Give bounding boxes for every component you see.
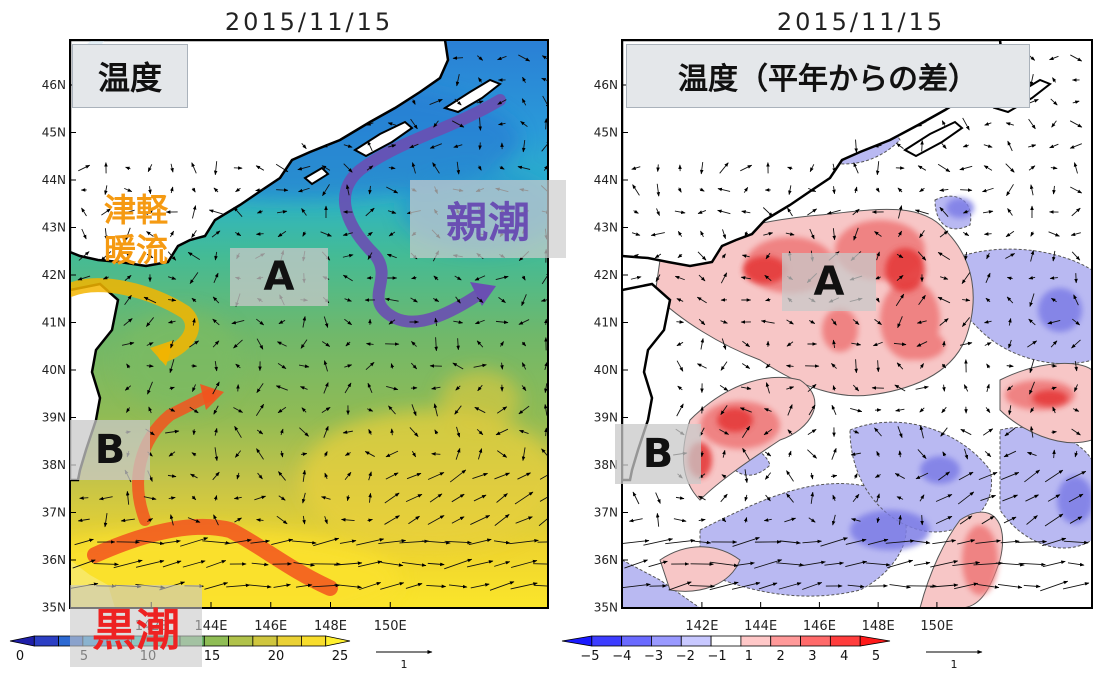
- colorbar-swatch: [741, 636, 771, 646]
- lat-tick-label: 46N: [42, 78, 66, 92]
- left-sst-field: [0, 40, 560, 630]
- lat-tick-label: 40N: [42, 363, 66, 377]
- colorbar-tick-label: −3: [644, 649, 663, 664]
- colorbar-swatch: [651, 636, 681, 646]
- colorbar-tick-label: 2: [777, 649, 785, 664]
- tsugaru-current-label: 津軽 暖流: [88, 188, 184, 272]
- colorbar-swatch: [253, 636, 277, 646]
- lat-tick-label: 46N: [594, 78, 618, 92]
- colorbar-tick-label: −4: [612, 649, 631, 664]
- lon-tick-label: 150E: [374, 619, 407, 634]
- colorbar-tick-label: −5: [580, 649, 599, 664]
- colorbar-tick-label: −2: [676, 649, 695, 664]
- right-vector-reference: 1: [926, 652, 982, 671]
- colorbar-swatch: [771, 636, 801, 646]
- lat-tick-label: 39N: [42, 411, 66, 425]
- colorbar-tick-label: 4: [840, 649, 848, 664]
- tsugaru-label-line1: 津軽: [104, 190, 168, 230]
- colorbar-swatch: [681, 636, 711, 646]
- colorbar-tick-label: 0: [16, 649, 24, 664]
- colorbar-swatch: [10, 636, 34, 646]
- colorbar-tick-label: 20: [268, 649, 285, 664]
- colorbar-tick-label: −1: [708, 649, 727, 664]
- colorbar-swatch: [229, 636, 253, 646]
- left-label-a: A: [230, 248, 328, 306]
- colorbar-swatch: [562, 636, 592, 646]
- lon-tick-label: 148E: [314, 619, 347, 634]
- right-label-a: A: [782, 253, 876, 311]
- lat-tick-label: 41N: [42, 316, 66, 330]
- left-label-b: B: [70, 420, 150, 480]
- right-anomaly-field: [622, 40, 1093, 608]
- lat-tick-label: 43N: [594, 221, 618, 235]
- lat-tick-label: 36N: [42, 553, 66, 567]
- lat-tick-label: 35N: [42, 601, 66, 615]
- colorbar-swatch: [830, 636, 860, 646]
- lon-tick-label: 146E: [803, 619, 836, 634]
- colorbar-swatch: [801, 636, 831, 646]
- lat-tick-label: 44N: [594, 173, 618, 187]
- lat-tick-label: 45N: [594, 126, 618, 140]
- lon-tick-label: 142E: [685, 619, 718, 634]
- colorbar-swatch: [34, 636, 58, 646]
- lat-tick-label: 40N: [594, 363, 618, 377]
- oyashio-current-label: 親潮: [410, 180, 566, 258]
- left-vector-reference: 1: [376, 652, 432, 671]
- colorbar-tick-label: 15: [204, 649, 221, 664]
- lat-tick-label: 36N: [594, 553, 618, 567]
- lat-tick-label: 39N: [594, 411, 618, 425]
- lat-tick-label: 35N: [594, 601, 618, 615]
- lat-tick-label: 41N: [594, 316, 618, 330]
- tsugaru-label-line2: 暖流: [104, 230, 168, 270]
- colorbar-swatch: [711, 636, 741, 646]
- colorbar-tick-label: 25: [332, 649, 349, 664]
- colorbar-swatch: [277, 636, 301, 646]
- right-date: 2015/11/15: [777, 8, 945, 36]
- colorbar-swatch: [204, 636, 228, 646]
- lat-tick-label: 37N: [594, 506, 618, 520]
- left-panel-title: 温度: [72, 44, 188, 108]
- colorbar-swatch: [860, 636, 890, 646]
- colorbar-tick-label: 1: [745, 649, 753, 664]
- lat-tick-label: 38N: [42, 458, 66, 472]
- lat-tick-label: 42N: [594, 268, 618, 282]
- colorbar-swatch: [326, 636, 350, 646]
- lat-tick-label: 44N: [42, 173, 66, 187]
- right-label-b: B: [615, 424, 701, 484]
- lon-tick-label: 144E: [744, 619, 777, 634]
- colorbar-tick-label: 3: [808, 649, 816, 664]
- colorbar-swatch: [592, 636, 622, 646]
- right-colorbar: −5 −4 −3 −2 −1 1 2 3 4 5: [562, 636, 890, 664]
- lon-tick-label: 150E: [920, 619, 953, 634]
- colorbar-swatch: [622, 636, 652, 646]
- lat-tick-label: 42N: [42, 268, 66, 282]
- lon-tick-label: 148E: [862, 619, 895, 634]
- lat-tick-label: 45N: [42, 126, 66, 140]
- left-date: 2015/11/15: [225, 8, 393, 36]
- lat-tick-label: 37N: [42, 506, 66, 520]
- right-panel-title: 温度（平年からの差）: [626, 44, 1030, 108]
- right-vector-ref-label: 1: [951, 658, 958, 671]
- lat-tick-label: 43N: [42, 221, 66, 235]
- colorbar-swatch: [301, 636, 325, 646]
- lon-tick-label: 146E: [254, 619, 287, 634]
- left-vector-ref-label: 1: [401, 658, 408, 671]
- kuroshio-current-label: 黒潮: [70, 585, 202, 667]
- colorbar-tick-label: 5: [872, 649, 880, 664]
